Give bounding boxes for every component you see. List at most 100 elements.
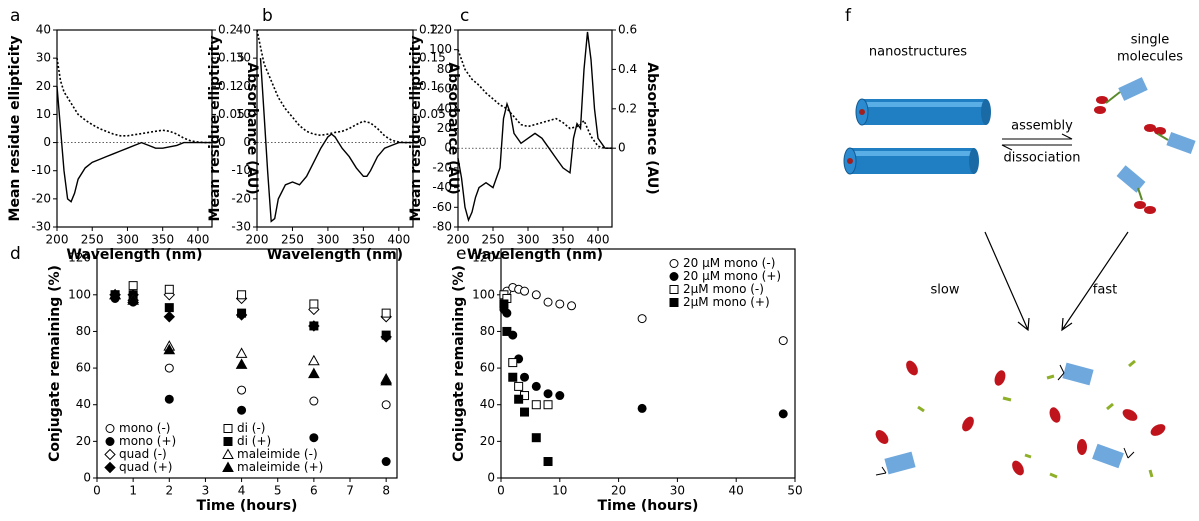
y-tick-label: 40 xyxy=(76,397,91,411)
curve xyxy=(259,58,413,223)
y-tick-label: -20 xyxy=(432,160,452,174)
marker xyxy=(502,326,512,336)
marker xyxy=(164,284,174,294)
curve xyxy=(457,49,612,149)
marker xyxy=(222,461,234,472)
axes-frame xyxy=(56,29,213,228)
x-tick-label: 1 xyxy=(129,484,137,498)
marker xyxy=(235,358,248,369)
y-axis-label: Mean residue ellipticity xyxy=(207,36,223,222)
marker xyxy=(520,407,530,417)
marker xyxy=(508,358,518,368)
marker xyxy=(543,457,553,467)
y-tick-label: 60 xyxy=(76,361,91,375)
marker xyxy=(223,437,233,446)
y-tick-label: -10 xyxy=(231,163,251,177)
marker xyxy=(223,424,233,433)
x-tick-label: 4 xyxy=(238,484,246,498)
marker xyxy=(778,409,788,419)
x-axis-label: Time (hours) xyxy=(598,498,699,514)
panel-letter: a xyxy=(10,6,20,26)
marker xyxy=(669,285,679,294)
x-tick-label: 0 xyxy=(497,484,505,498)
x-tick-label: 2 xyxy=(165,484,173,498)
arrows xyxy=(984,231,1129,332)
x-tick-label: 200 xyxy=(246,233,269,247)
marker xyxy=(104,461,116,474)
y2-tick-label: 0.6 xyxy=(618,23,637,37)
y2-tick-label: 0.2 xyxy=(419,23,438,37)
y-axis-label: Mean residue ellipticity xyxy=(7,36,23,222)
x-tick-label: 0 xyxy=(93,484,101,498)
marker xyxy=(309,433,319,443)
label: fast xyxy=(1093,283,1117,298)
y-tick-label: 80 xyxy=(437,62,452,76)
marker xyxy=(163,311,175,323)
y2-tick-label: 0.2 xyxy=(218,23,237,37)
x-tick-label: 250 xyxy=(81,233,104,247)
y-tick-label: 30 xyxy=(36,51,51,65)
y-tick-label: 40 xyxy=(236,23,251,37)
marker xyxy=(778,336,788,346)
legend-label: mono (+) xyxy=(119,434,176,448)
marker xyxy=(105,437,115,446)
marker xyxy=(669,259,679,268)
marker xyxy=(308,354,320,366)
products xyxy=(875,359,1166,479)
marker xyxy=(309,299,319,309)
x-tick-label: 7 xyxy=(346,484,354,498)
x-tick-label: 50 xyxy=(787,484,802,498)
y-tick-label: 40 xyxy=(36,23,51,37)
y-tick-label: -20 xyxy=(31,191,51,205)
x-tick-label: 3 xyxy=(202,484,210,498)
marker xyxy=(222,448,234,459)
y2-tick-label: 0.1 xyxy=(218,79,237,93)
y2-tick-label: 0.05 xyxy=(419,107,446,121)
marker xyxy=(237,308,247,318)
marker xyxy=(531,433,541,443)
y-tick-label: 40 xyxy=(480,397,495,411)
equilibrium-arrows xyxy=(1001,133,1073,151)
y-tick-label: -10 xyxy=(31,163,51,177)
axes-frame xyxy=(256,29,414,228)
marker xyxy=(105,424,115,433)
y-tick-label: 0 xyxy=(43,135,51,149)
x-tick-label: 30 xyxy=(670,484,685,498)
marker xyxy=(669,298,679,307)
panel-c: c 200 250 300 350 400 -80 -60 -40 -20 0 20 40 60 80 100… xyxy=(408,6,660,263)
legend-label: mono (-) xyxy=(119,421,171,435)
panel-f: f nanostructures single molecules assemb… xyxy=(843,6,1196,479)
marker xyxy=(508,372,518,382)
y-tick-label: 100 xyxy=(429,42,452,56)
y-tick-label: 80 xyxy=(76,324,91,338)
marker xyxy=(237,290,247,300)
y-tick-label: 30 xyxy=(236,51,251,65)
y-tick-label: 60 xyxy=(437,82,452,96)
x-tick-label: 350 xyxy=(352,233,375,247)
marker xyxy=(531,290,541,300)
marker xyxy=(309,321,319,331)
marker xyxy=(520,372,530,382)
legend-label: quad (+) xyxy=(119,460,172,474)
legend-label: quad (-) xyxy=(119,447,167,461)
legend-label: 2µM mono (+) xyxy=(683,295,770,309)
y-tick-label: 10 xyxy=(36,107,51,121)
y-tick-label: 120 xyxy=(472,251,495,265)
y2-axis-label: Absorbance (AU) xyxy=(644,62,660,194)
x-tick-label: 400 xyxy=(387,233,410,247)
y2-tick-label: 0 xyxy=(618,141,626,155)
marker xyxy=(520,286,530,296)
marker xyxy=(163,343,176,355)
label: nanostructures xyxy=(869,45,967,60)
y-tick-label: -80 xyxy=(432,220,452,234)
marker xyxy=(164,394,174,404)
legend-label: 20 µM mono (+) xyxy=(683,269,781,283)
nanostructure xyxy=(855,98,991,126)
y-tick-label: 20 xyxy=(36,79,51,93)
legend-label: di (-) xyxy=(237,421,265,435)
x-tick-label: 5 xyxy=(274,484,282,498)
y-axis-label: Conjugate remaining (%) xyxy=(47,265,63,462)
marker xyxy=(237,385,247,395)
marker xyxy=(555,299,565,309)
